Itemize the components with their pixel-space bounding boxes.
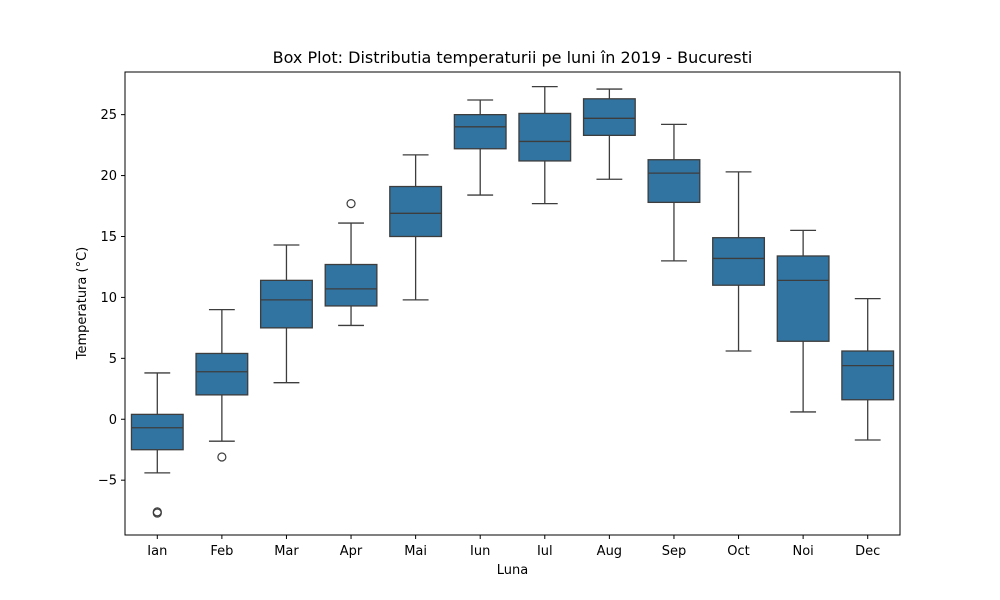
- x-tick-label: Dec: [855, 544, 880, 559]
- box-mai: [389, 185, 443, 238]
- box-sep: [647, 159, 701, 204]
- x-tick-label: Sep: [662, 544, 687, 559]
- y-tick-label: 25: [100, 108, 117, 123]
- x-axis-label: Luna: [497, 563, 528, 578]
- outlier-point: [346, 198, 356, 209]
- x-tick-label: Apr: [340, 544, 363, 559]
- y-tick-label: −5: [98, 474, 117, 489]
- box-mar: [259, 279, 313, 329]
- x-tick-label: Mar: [274, 544, 299, 559]
- x-tick-label: Aug: [597, 544, 622, 559]
- y-tick-label: 0: [109, 413, 117, 428]
- box-noi: [776, 255, 830, 342]
- box-apr: [324, 263, 378, 307]
- x-tick-label: Oct: [727, 544, 749, 559]
- y-tick-label: 15: [100, 230, 117, 245]
- box-feb: [195, 352, 249, 396]
- x-tick-label: Feb: [210, 544, 233, 559]
- x-tick-label: Iun: [470, 544, 490, 559]
- outlier-point: [217, 452, 227, 462]
- outlier-point: [152, 508, 162, 518]
- chart-title: Box Plot: Distributia temperaturii pe lu…: [273, 48, 753, 67]
- box-aug: [582, 98, 636, 137]
- x-tick-label: Ian: [147, 544, 167, 559]
- box-iul: [518, 112, 572, 162]
- box-dec: [841, 350, 895, 401]
- y-tick-label: 10: [100, 291, 117, 306]
- box-oct: [712, 237, 766, 286]
- y-axis-label: Temperatura (°C): [75, 247, 90, 360]
- box-ian: [130, 413, 184, 451]
- axes-frame: [124, 71, 901, 536]
- x-tick-label: Mai: [404, 544, 427, 559]
- y-tick-label: 20: [100, 169, 117, 184]
- plot-area: −5 0 5 10 15 20 25 Ian Feb Mar Apr Mai Iun Iul Aug Sep O…: [98, 71, 901, 559]
- y-tick-label: 5: [109, 352, 117, 367]
- box-iun: [453, 113, 507, 150]
- x-tick-label: Iul: [537, 544, 553, 559]
- x-tick-label: Noi: [792, 544, 813, 559]
